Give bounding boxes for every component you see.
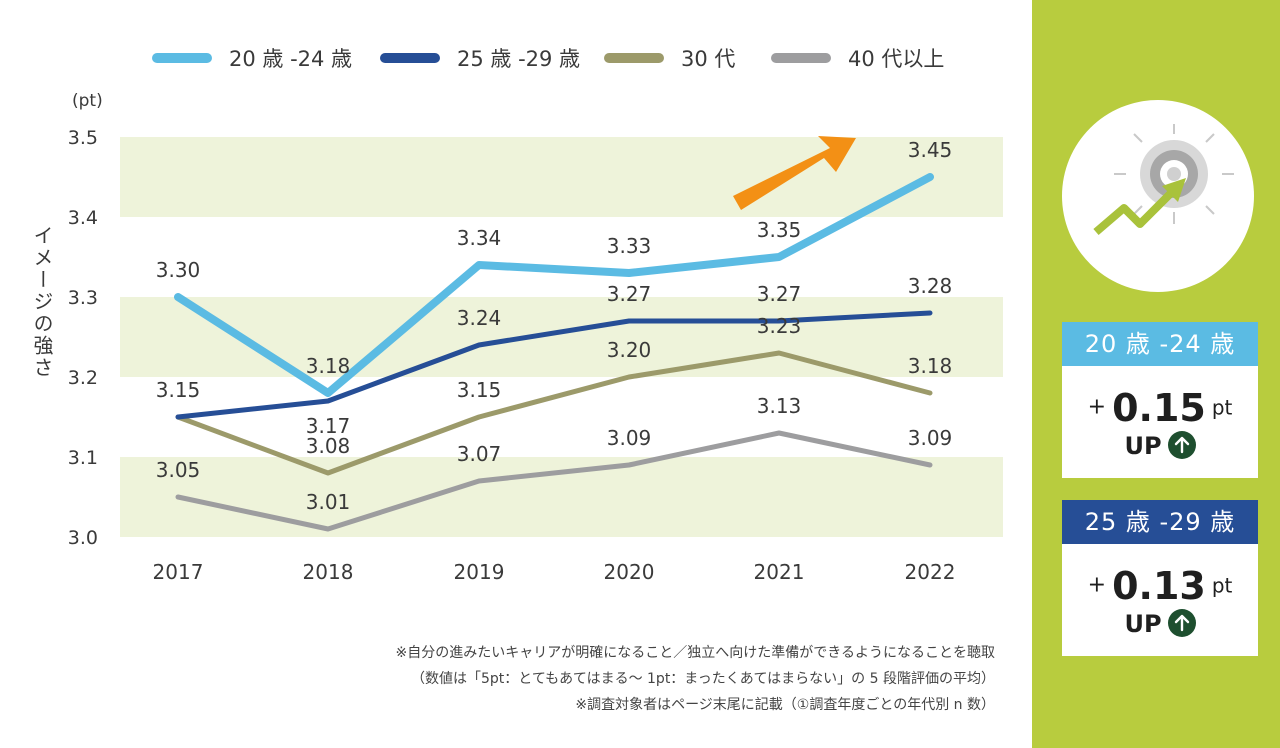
y-tick-label: 3.0	[68, 527, 98, 549]
legend-label: 25 歳 -29 歳	[457, 47, 580, 71]
data-label: 3.05	[156, 458, 201, 482]
data-label: 3.20	[607, 338, 652, 362]
data-label: 3.09	[607, 426, 652, 450]
data-label: 3.18	[306, 354, 351, 378]
x-tick-label: 2020	[604, 560, 655, 584]
data-label: 3.15	[156, 378, 201, 402]
data-label: 3.35	[757, 218, 802, 242]
grid-band	[120, 297, 1003, 377]
series-line	[174, 173, 934, 397]
summary-panel: 20 歳 -24 歳 +0.15 pt UP 25 歳 -29 歳 +0.13 pt…	[1032, 0, 1280, 748]
footnote: ※調査対象者はページ末尾に記載（①調査年度ごとの年代別 n 数）	[575, 697, 995, 713]
y-unit-label: (pt)	[72, 91, 103, 111]
grid-band	[120, 457, 1003, 537]
up-arrow-icon	[1167, 609, 1196, 637]
data-label: 3.07	[457, 442, 502, 466]
plus-sign: +	[1087, 572, 1107, 598]
legend-label: 20 歳 -24 歳	[229, 47, 352, 71]
data-label: 3.09	[908, 426, 953, 450]
up-label: UP	[1124, 610, 1162, 638]
data-label: 3.13	[757, 394, 802, 418]
target-growth-icon	[1062, 100, 1254, 292]
footnote: （数値は「5pt：とてもあてはまる〜 1pt：まったくあてはまらない」の 5 段…	[410, 671, 995, 687]
footnote: ※自分の進みたいキャリアが明確になること／独立へ向けた準備ができるようになること…	[395, 645, 995, 661]
data-label: 3.27	[607, 282, 652, 306]
data-label: 3.30	[156, 258, 201, 282]
badge-25-29: 25 歳 -29 歳 +0.13 pt UP	[1062, 500, 1258, 656]
y-tick-label: 3.3	[68, 287, 98, 309]
x-tick-label: 2022	[905, 560, 956, 584]
y-tick-label: 3.5	[68, 127, 98, 149]
grid-band	[120, 137, 1003, 217]
y-tick-label: 3.4	[68, 207, 98, 229]
series-line	[175, 430, 933, 532]
badge-20-24: 20 歳 -24 歳 +0.15 pt UP	[1062, 322, 1258, 478]
y-tick-label: 3.1	[68, 447, 98, 469]
data-label: 3.23	[757, 314, 802, 338]
data-label: 3.18	[908, 354, 953, 378]
badge-body: +0.15 pt UP	[1062, 366, 1258, 478]
data-label: 3.15	[457, 378, 502, 402]
footnotes: ※自分の進みたいキャリアが明確になること／独立へ向けた準備ができるようになること…	[396, 640, 995, 718]
up-arrow-icon	[1167, 431, 1196, 459]
data-label: 3.27	[757, 282, 802, 306]
trend-arrow-icon	[733, 136, 856, 210]
badge-title: 25 歳 -29 歳	[1062, 500, 1258, 544]
x-tick-label: 2021	[754, 560, 805, 584]
data-label: 3.24	[457, 306, 502, 330]
delta-value: 0.15	[1112, 385, 1206, 430]
delta-unit: pt	[1211, 395, 1233, 420]
badge-body: +0.13 pt UP	[1062, 544, 1258, 656]
data-label: 3.33	[607, 234, 652, 258]
x-tick-label: 2018	[303, 560, 354, 584]
data-label: 3.45	[908, 138, 953, 162]
delta-value: 0.13	[1112, 563, 1206, 608]
badge-title: 20 歳 -24 歳	[1062, 322, 1258, 366]
plus-sign: +	[1087, 394, 1107, 420]
data-label: 3.17	[306, 414, 351, 438]
legend-label: 40 代以上	[848, 47, 944, 71]
series-line	[175, 310, 933, 420]
delta-unit: pt	[1211, 573, 1233, 598]
x-tick-label: 2017	[153, 560, 204, 584]
legend-label: 30 代	[681, 47, 735, 71]
data-label: 3.01	[306, 490, 351, 514]
data-label: 3.28	[908, 274, 953, 298]
y-tick-label: 3.2	[68, 367, 98, 389]
data-label: 3.08	[306, 434, 351, 458]
up-label: UP	[1124, 432, 1162, 460]
y-axis-title: イメージの強さ	[30, 225, 54, 379]
series-line	[175, 350, 933, 476]
line-chart: 3.0 3.1 3.2 3.3 3.4 3.5 (pt) イメージの強さ 2017 2018 201…	[30, 47, 1003, 584]
x-tick-label: 2019	[454, 560, 505, 584]
data-label: 3.34	[457, 226, 502, 250]
